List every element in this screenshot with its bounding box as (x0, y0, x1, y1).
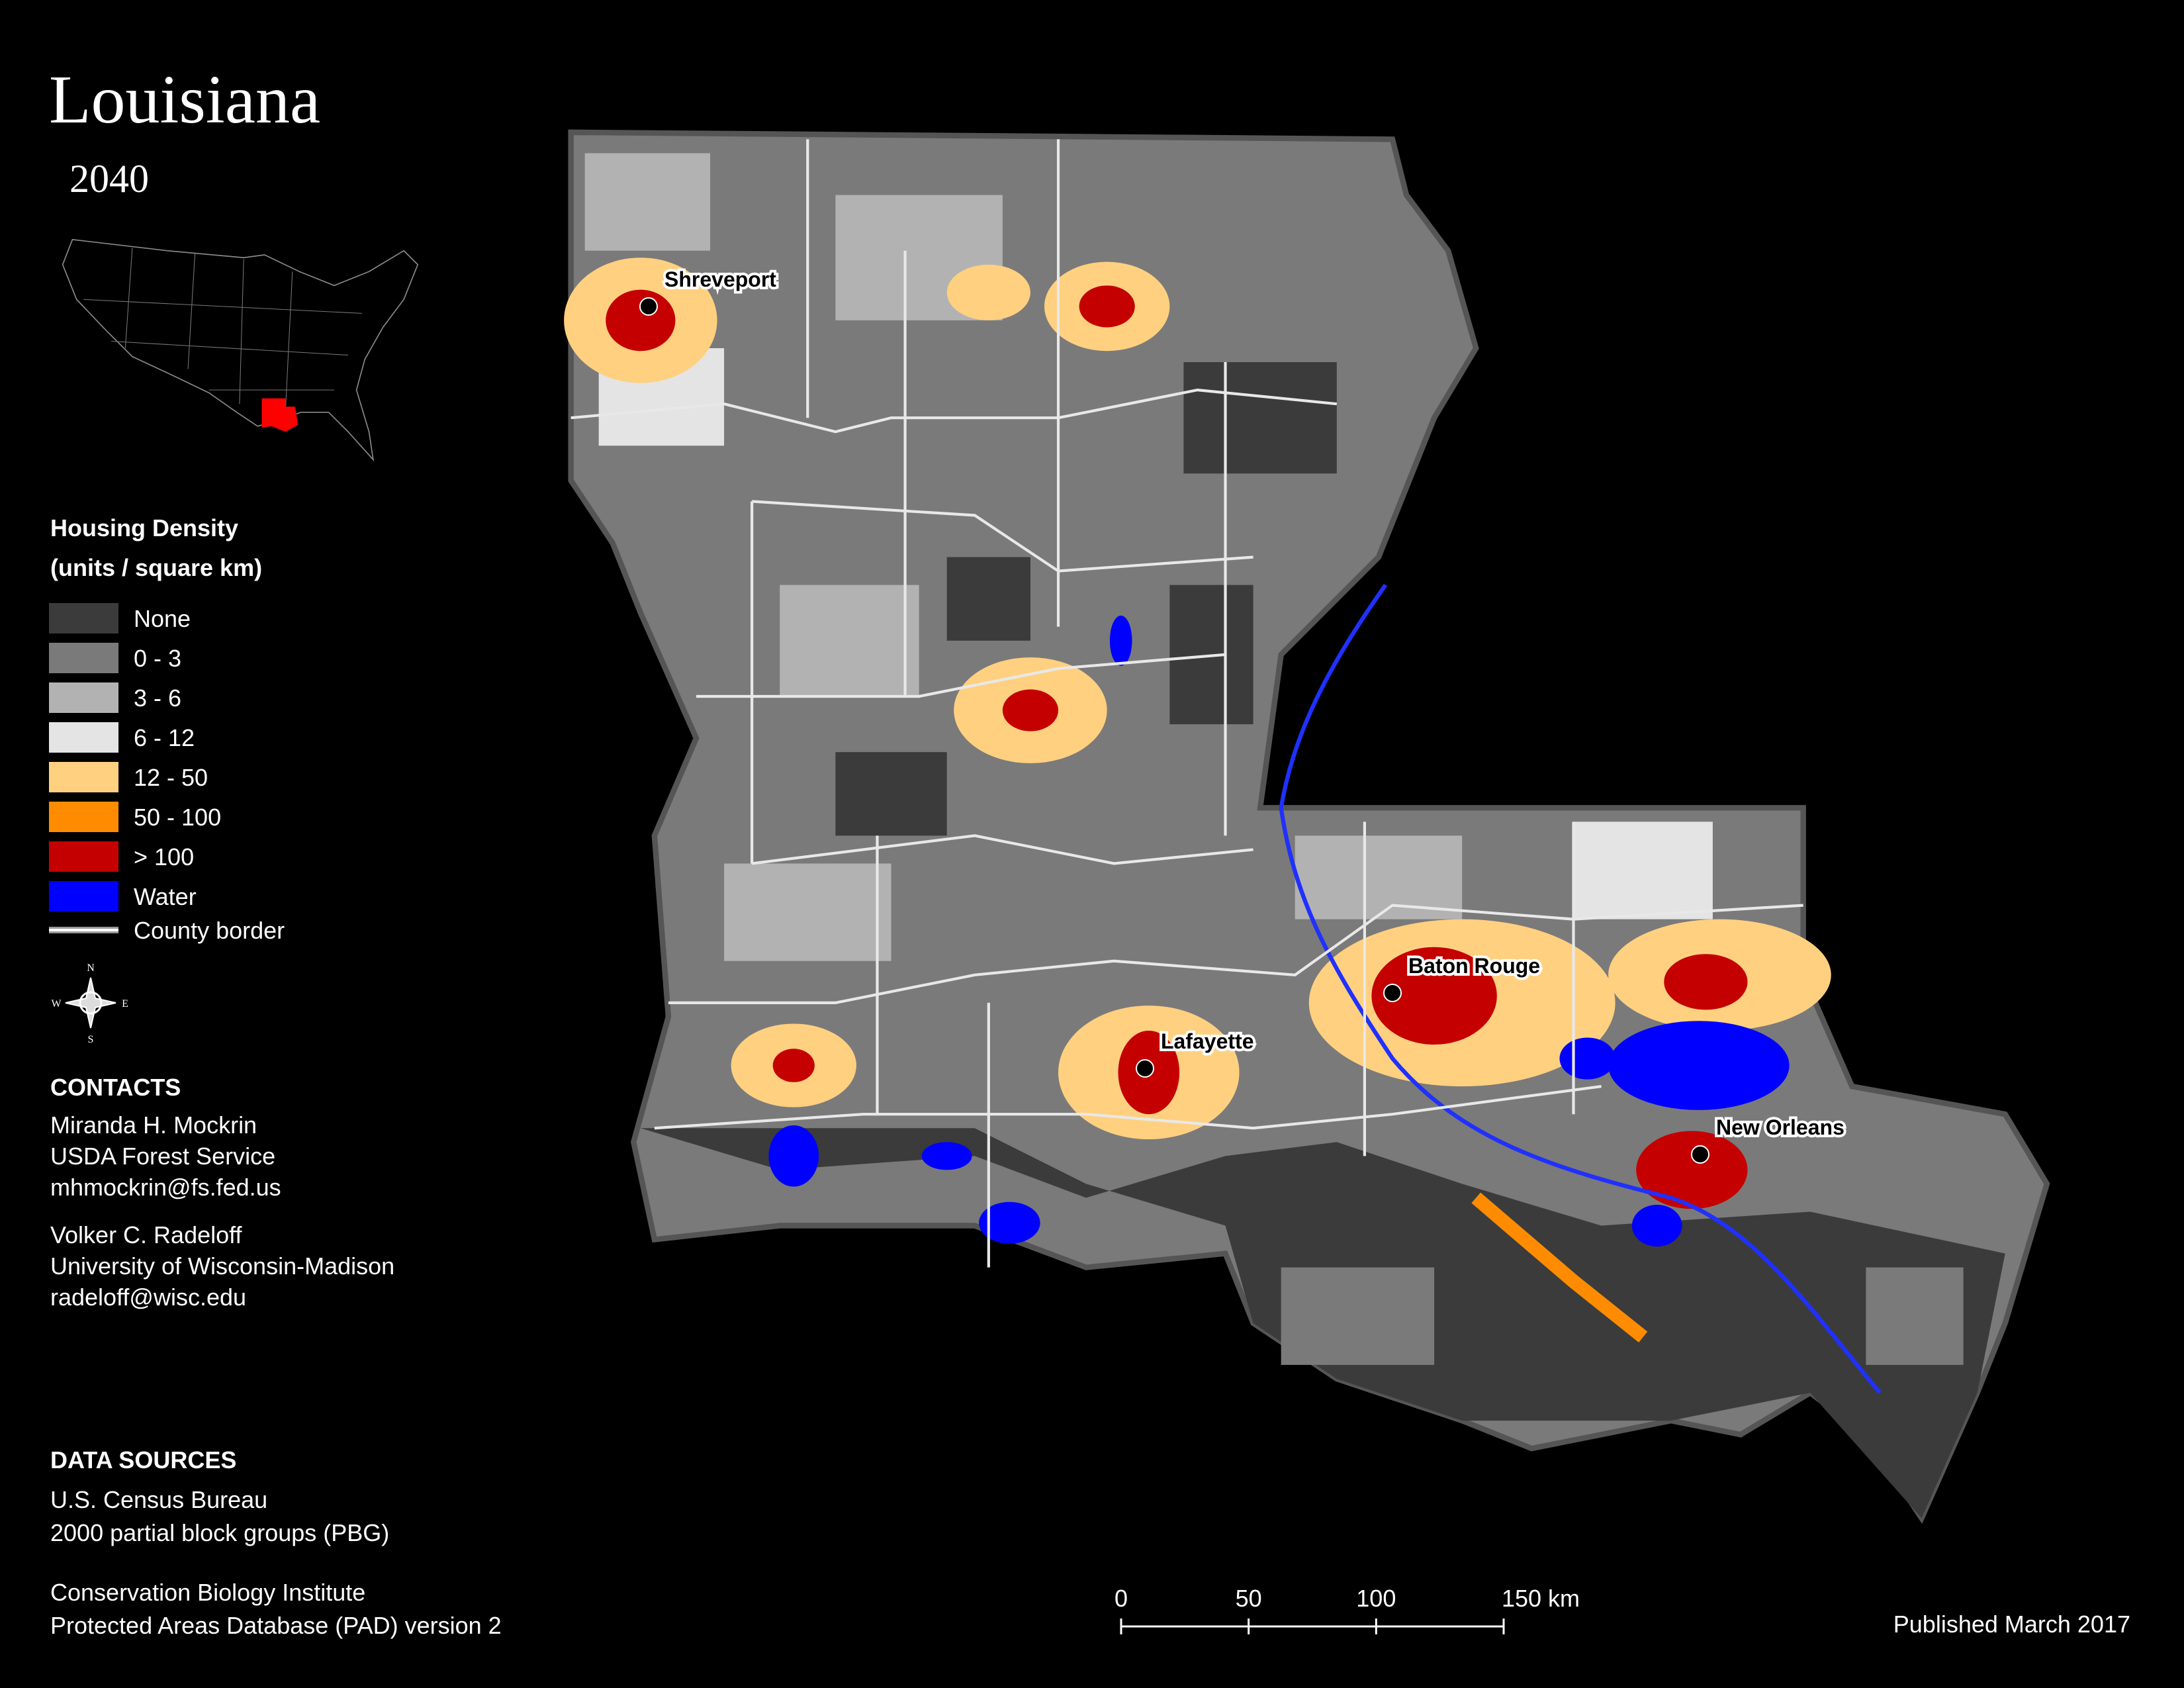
compass: N S E W (51, 962, 128, 1045)
scale-bar: 0 50 100 150 km (1115, 1585, 1580, 1634)
legend-label: 6 - 12 (134, 724, 195, 751)
state-lines (83, 248, 363, 411)
source-line: Protected Areas Database (PAD) version 2 (50, 1612, 502, 1639)
patch (724, 863, 891, 961)
city-label: Shreveport (664, 267, 776, 291)
contact-line: University of Wisconsin-Madison (50, 1252, 394, 1280)
source-line: U.S. Census Bureau (50, 1486, 267, 1513)
legend-label: 3 - 6 (134, 684, 181, 712)
patch (1866, 1267, 1964, 1365)
title: Louisiana (49, 62, 320, 138)
scale-label: 100 (1356, 1585, 1396, 1612)
source-line: Conservation Biology Institute (50, 1579, 365, 1606)
urban-corridor (1471, 1192, 1648, 1343)
legend-label: > 100 (134, 843, 194, 870)
compass-w: W (51, 998, 62, 1009)
patch (1281, 1267, 1435, 1365)
compass-n: N (87, 962, 95, 974)
legend-swatch (49, 762, 118, 792)
contact-line: Volker C. Radeloff (50, 1221, 242, 1248)
legend-swatch (49, 802, 118, 832)
urban-core (772, 1049, 815, 1082)
legend-swatch (49, 841, 118, 872)
contact-line: radeloff@wisc.edu (50, 1284, 246, 1311)
source-line: 2000 partial block groups (PBG) (50, 1519, 389, 1546)
urban-core (1371, 947, 1497, 1045)
patch (584, 153, 711, 251)
lake (1109, 615, 1132, 666)
scale-label: 150 km (1502, 1585, 1580, 1612)
city-dot (1136, 1059, 1154, 1078)
city-labels: Shreveport Baton Rouge Lafayette New Orlean… (639, 265, 1847, 1164)
lake (768, 1125, 819, 1187)
legend-label: 12 - 50 (134, 764, 208, 791)
city-label: Lafayette (1161, 1029, 1254, 1053)
legend-label: None (134, 605, 191, 632)
legend-title: Housing Density (50, 514, 238, 541)
lake (979, 1201, 1040, 1244)
lake-pontchartrain (1608, 1021, 1790, 1110)
city-dot (1691, 1145, 1709, 1164)
contact-line: Miranda H. Mockrin (50, 1111, 257, 1139)
data-sources: DATA SOURCES U.S. Census Bureau 2000 part… (50, 1446, 502, 1639)
contact-line: mhmockrin@fs.fed.us (50, 1174, 281, 1201)
lake (921, 1142, 972, 1170)
subtitle: 2040 (69, 157, 149, 201)
county-borders (570, 139, 1803, 1268)
legend-swatch (49, 643, 118, 673)
contacts: CONTACTS Miranda H. Mockrin USDA Forest S… (50, 1074, 394, 1311)
lake (1631, 1204, 1682, 1247)
urban-core (1636, 1131, 1748, 1209)
legend-swatch (49, 603, 118, 633)
scale-label: 0 (1115, 1585, 1128, 1612)
patch (946, 557, 1030, 641)
city-label: Baton Rouge (1408, 954, 1540, 978)
urban-core (1079, 285, 1135, 328)
city-label: New Orleans (1716, 1115, 1844, 1139)
patch (1183, 362, 1337, 474)
patch (835, 752, 947, 836)
us-inset (62, 238, 419, 461)
legend-label: Water (134, 883, 197, 910)
patch (1295, 835, 1463, 919)
legend-label: 0 - 3 (134, 645, 181, 672)
scale-label: 50 (1236, 1585, 1262, 1612)
patch (780, 585, 919, 696)
legend-label: 50 - 100 (134, 804, 221, 831)
urban-core (606, 289, 676, 352)
mississippi-river (1279, 583, 1882, 1395)
legend-label: County border (134, 917, 285, 944)
lake-maurepas (1559, 1037, 1615, 1080)
contact-line: USDA Forest Service (50, 1143, 275, 1170)
legend-swatch (49, 881, 118, 912)
patch (1573, 821, 1713, 919)
legend: Housing Density (units / square km) None… (49, 514, 285, 944)
city-dot (1383, 984, 1402, 1002)
legend-swatch (49, 682, 118, 713)
sources-title: DATA SOURCES (50, 1446, 236, 1474)
louisiana-map (564, 129, 2050, 1524)
urban-core (1664, 954, 1748, 1010)
inset-louisiana (261, 398, 298, 432)
published: Published March 2017 (1893, 1611, 2130, 1638)
compass-e: E (122, 998, 128, 1009)
urban-area (946, 264, 1030, 320)
legend-swatch (49, 722, 118, 753)
compass-s: S (88, 1034, 94, 1045)
urban-core (1002, 689, 1059, 731)
us-outline (62, 238, 419, 461)
city-dot (639, 297, 658, 316)
legend-subtitle: (units / square km) (50, 554, 262, 581)
contacts-title: CONTACTS (50, 1074, 181, 1101)
